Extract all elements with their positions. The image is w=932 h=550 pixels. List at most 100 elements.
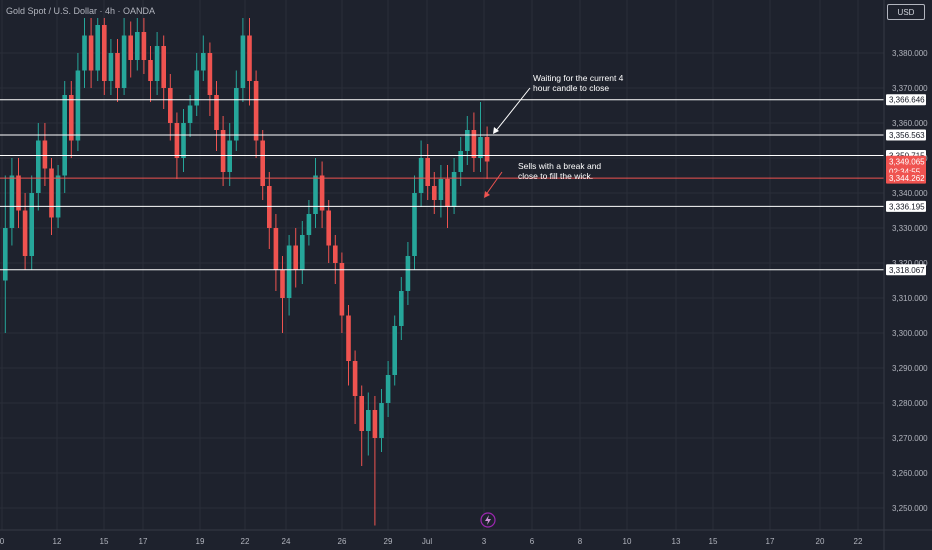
y-tick-label: 3,330.000	[892, 224, 928, 233]
candle	[55, 165, 61, 228]
candle	[75, 53, 81, 151]
candle	[42, 123, 48, 186]
y-tick-label: 3,370.000	[892, 84, 928, 93]
candle	[187, 95, 193, 137]
candle	[88, 18, 94, 88]
x-tick-label: 22	[241, 537, 250, 546]
candle	[121, 18, 127, 95]
candle	[135, 18, 140, 71]
candle	[465, 116, 470, 165]
x-tick-label: 15	[100, 537, 109, 546]
candle	[339, 252, 345, 333]
svg-text:hour candle to close: hour candle to close	[533, 83, 609, 93]
x-tick-label: 17	[766, 537, 775, 546]
candle	[280, 256, 285, 333]
svg-text:3,344.262: 3,344.262	[889, 174, 925, 183]
candle	[22, 193, 28, 270]
candle	[385, 361, 391, 417]
candle	[326, 200, 331, 263]
candle	[484, 126, 490, 179]
svg-text:02:34:55: 02:34:55	[889, 167, 921, 176]
svg-text:3,366.646: 3,366.646	[889, 96, 925, 105]
candle	[154, 32, 160, 95]
candle	[333, 235, 338, 284]
price-level-tag: 3,366.646	[886, 94, 926, 106]
price-tags: 3,366.6463,356.5633,350.7153,336.1953,31…	[886, 94, 926, 276]
x-tick-label: 10	[623, 537, 632, 546]
candle	[168, 74, 173, 141]
candle	[141, 18, 147, 74]
candle	[95, 18, 100, 81]
x-tick-label: 26	[338, 537, 347, 546]
y-tick-label: 3,290.000	[892, 364, 928, 373]
candle	[458, 137, 463, 186]
candle	[405, 242, 411, 305]
candle	[267, 172, 272, 249]
candle	[161, 35, 166, 109]
candle	[438, 165, 444, 218]
y-tick-label: 3,320.000	[892, 259, 928, 268]
svg-text:Sells with a break and: Sells with a break and	[518, 161, 601, 171]
candle	[49, 158, 54, 235]
candle	[181, 109, 186, 172]
x-tick-label: 12	[53, 537, 62, 546]
y-tick-label: 3,300.000	[892, 329, 928, 338]
candles	[3, 18, 490, 526]
candle	[352, 350, 358, 424]
candle	[293, 228, 298, 288]
candle	[207, 42, 213, 116]
price-level-tag: 3,336.195	[886, 200, 926, 212]
x-axis: 0 12 15 17 19 22 24 26 29 Jul 3 6 8 10 13 15 17 20 22	[0, 529, 932, 546]
candle	[253, 70, 259, 158]
svg-text:3,318.067: 3,318.067	[889, 266, 925, 275]
candle	[379, 389, 384, 452]
arrow-icon	[493, 87, 531, 134]
grid	[0, 0, 884, 530]
x-tick-label: 6	[530, 537, 535, 546]
candle	[412, 175, 417, 270]
candle	[201, 35, 206, 81]
x-tick-label: 13	[672, 537, 681, 546]
candle	[16, 158, 21, 228]
candle	[234, 70, 239, 151]
svg-text:close to fill the wick.: close to fill the wick.	[518, 171, 593, 181]
y-tick-label: 3,250.000	[892, 504, 928, 513]
candle	[392, 315, 397, 386]
candle	[445, 165, 450, 228]
svg-text:3,349.065: 3,349.065	[889, 157, 925, 166]
y-tick-label: 3,380.000	[892, 49, 928, 58]
red-level-tag: 3,344.262	[886, 172, 926, 184]
currency-button[interactable]: USD	[887, 4, 925, 20]
candle	[366, 392, 371, 456]
candle	[478, 102, 483, 172]
candle	[220, 116, 226, 186]
lightning-icon[interactable]	[480, 512, 496, 528]
x-tick-label: 17	[139, 537, 148, 546]
candle	[3, 175, 8, 333]
candle	[260, 130, 265, 200]
candle	[227, 123, 232, 186]
x-tick-label: 20	[816, 537, 825, 546]
x-tick-label: 19	[196, 537, 205, 546]
x-tick-label: 0	[0, 537, 5, 546]
candle	[214, 81, 219, 151]
candle	[128, 21, 133, 78]
candle	[82, 18, 87, 88]
candle	[273, 214, 279, 291]
candle	[432, 172, 437, 214]
candle	[286, 235, 292, 316]
symbol-title: Gold Spot / U.S. Dollar · 4h · OANDA	[6, 6, 156, 16]
candle	[108, 39, 114, 95]
svg-text:3,336.195: 3,336.195	[889, 202, 925, 211]
candle	[240, 18, 246, 102]
x-tick-label: 15	[709, 537, 718, 546]
candle	[399, 277, 404, 340]
candle	[69, 81, 74, 158]
x-tick-label: 8	[578, 537, 583, 546]
